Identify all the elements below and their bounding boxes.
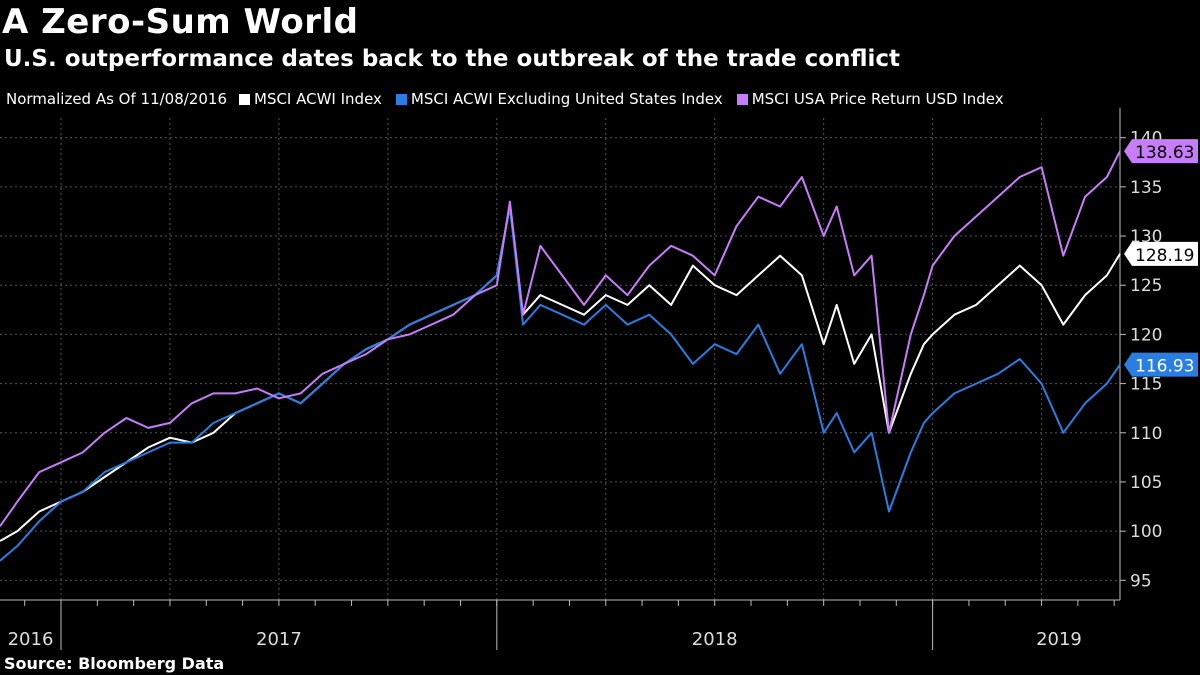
series-line xyxy=(0,150,1121,527)
legend-swatch-acwi-ex-us xyxy=(395,93,407,105)
legend-item-usa: MSCI USA Price Return USD Index xyxy=(736,90,1004,108)
end-value-badge xyxy=(1124,241,1198,266)
end-value-label: 128.19 xyxy=(1135,246,1194,266)
end-value-badge xyxy=(1124,352,1198,377)
legend-swatch-usa xyxy=(736,93,748,105)
legend-note: Normalized As Of 11/08/2016 xyxy=(6,90,227,108)
y-tick-label: 115 xyxy=(1130,375,1162,395)
legend-swatch-acwi xyxy=(239,93,250,105)
x-year-label: 2018 xyxy=(692,629,738,650)
y-tick-label: 110 xyxy=(1130,424,1162,444)
chart-title: A Zero-Sum World xyxy=(2,2,359,42)
x-year-label: 2016 xyxy=(8,629,54,650)
legend-item-acwi-ex-us: MSCI ACWI Excluding United States Index xyxy=(395,90,723,108)
series-lines xyxy=(0,150,1121,562)
value-labels: 128.19 116.93 138.63 xyxy=(1124,139,1198,377)
x-year-label: 2019 xyxy=(1036,629,1082,650)
source-note: Source: Bloomberg Data xyxy=(4,654,225,673)
series-line xyxy=(0,205,1121,562)
legend-label-acwi-ex-us: MSCI ACWI Excluding United States Index xyxy=(410,90,723,108)
y-tick-label: 120 xyxy=(1130,325,1162,345)
legend-item-acwi: MSCI ACWI Index xyxy=(239,90,382,108)
end-value-label: 116.93 xyxy=(1135,357,1194,377)
legend: Normalized As Of 11/08/2016 MSCI ACWI In… xyxy=(6,90,1018,108)
y-tick-label: 105 xyxy=(1130,473,1162,493)
legend-label-usa: MSCI USA Price Return USD Index xyxy=(751,90,1004,108)
y-tick-label: 135 xyxy=(1130,178,1162,198)
grid xyxy=(0,118,1120,600)
y-tick-label: 125 xyxy=(1130,276,1162,296)
series-line xyxy=(0,205,1121,542)
legend-label-acwi: MSCI ACWI Index xyxy=(254,90,382,108)
end-value-badge xyxy=(1124,139,1198,164)
y-tick-label: 100 xyxy=(1130,522,1162,542)
y-tick-label: 95 xyxy=(1130,571,1152,591)
end-value-label: 138.63 xyxy=(1135,143,1194,163)
chart-subtitle: U.S. outperformance dates back to the ou… xyxy=(4,46,901,72)
x-year-label: 2017 xyxy=(256,629,302,650)
